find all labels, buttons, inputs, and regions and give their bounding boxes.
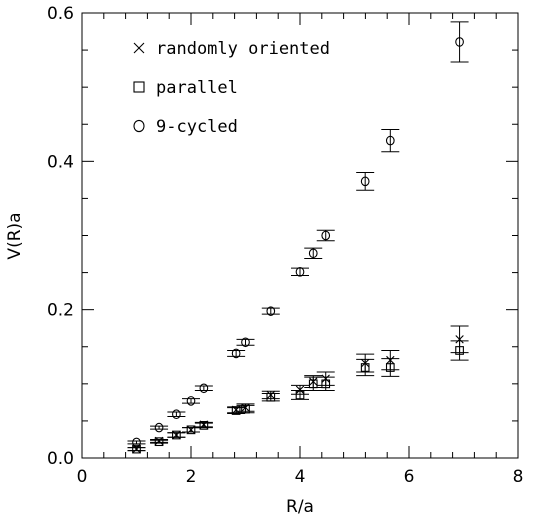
marker-square — [132, 444, 141, 454]
marker-circle — [321, 230, 331, 241]
legend-marker-stroke-b — [133, 42, 145, 54]
data-marks — [127, 21, 469, 454]
data-point — [356, 358, 375, 377]
marker-square — [295, 390, 305, 400]
marker-square — [385, 363, 395, 372]
legend-marker-square — [133, 81, 145, 93]
data-point — [316, 376, 335, 392]
marker-circle — [455, 37, 464, 47]
data-point — [316, 229, 335, 242]
marker-square — [308, 379, 318, 389]
legend-label: parallel — [156, 78, 238, 98]
x-tick-label: 6 — [404, 467, 415, 487]
marker-square — [360, 363, 370, 372]
data-point — [304, 247, 323, 259]
data-point — [261, 392, 280, 402]
marker-circle — [360, 176, 370, 187]
legend-item: randomly oriented — [133, 39, 330, 59]
data-point — [194, 383, 213, 394]
legend: randomly oriented parallel 9-cycled — [133, 39, 330, 137]
marker-square — [186, 425, 196, 435]
marker-square — [154, 437, 164, 447]
marker-stroke-b — [455, 335, 464, 344]
marker-stroke-b — [295, 385, 305, 394]
y-tick-label: 0.2 — [47, 301, 74, 321]
y-tick-label: 0.0 — [47, 449, 74, 469]
marker-square — [455, 346, 464, 355]
legend-label: randomly oriented — [156, 39, 330, 59]
marker-circle — [132, 437, 141, 448]
marker-square — [241, 404, 250, 414]
marker-circle — [154, 422, 164, 433]
marker-circle — [385, 135, 395, 146]
marker-circle — [186, 396, 196, 406]
legend-item: 9-cycled — [133, 117, 238, 137]
data-point — [450, 21, 469, 63]
data-point — [150, 437, 169, 447]
data-point — [167, 430, 186, 440]
marker-circle — [231, 348, 241, 359]
axis-ticks — [81, 12, 519, 459]
marker-square — [266, 392, 276, 402]
data-point — [304, 376, 323, 392]
x-tick-label: 0 — [77, 467, 88, 487]
legend-label: 9-cycled — [156, 117, 238, 137]
y-axis-label: V(R)a — [5, 212, 25, 259]
data-point — [291, 267, 309, 277]
marker-circle — [266, 306, 276, 316]
data-point — [127, 437, 146, 448]
tick-labels: 0 2 4 6 8 0.0 0.2 0.4 0.6 — [47, 4, 523, 487]
marker-circle — [199, 383, 209, 394]
legend-item: parallel — [133, 78, 238, 98]
legend-marker-circle — [133, 119, 145, 133]
data-point — [127, 444, 146, 454]
data-point — [381, 358, 400, 377]
marker-circle — [295, 267, 305, 277]
data-point — [356, 171, 375, 191]
data-point — [261, 306, 280, 316]
series-1 — [127, 340, 469, 454]
data-point — [182, 396, 200, 406]
y-tick-label: 0.6 — [47, 4, 74, 24]
x-tick-label: 4 — [295, 467, 306, 487]
data-point — [150, 422, 169, 433]
marker-square — [199, 421, 209, 430]
data-point — [194, 421, 213, 430]
data-point — [227, 348, 246, 359]
data-point — [381, 128, 400, 153]
x-axis-label: R/a — [286, 497, 314, 517]
marker-square — [231, 406, 241, 415]
data-point — [450, 340, 469, 361]
x-tick-label: 2 — [186, 467, 197, 487]
data-point — [291, 390, 309, 400]
series-2 — [127, 21, 469, 448]
data-point — [167, 409, 186, 420]
data-point — [236, 404, 255, 414]
marker-square — [172, 430, 181, 440]
marker-square — [321, 379, 331, 389]
marker-circle — [172, 409, 181, 420]
marker-circle — [308, 248, 318, 259]
marker-circle — [241, 337, 250, 348]
data-point — [236, 337, 255, 348]
y-tick-label: 0.4 — [47, 152, 74, 172]
series-0 — [127, 325, 469, 454]
x-tick-label: 8 — [513, 467, 524, 487]
